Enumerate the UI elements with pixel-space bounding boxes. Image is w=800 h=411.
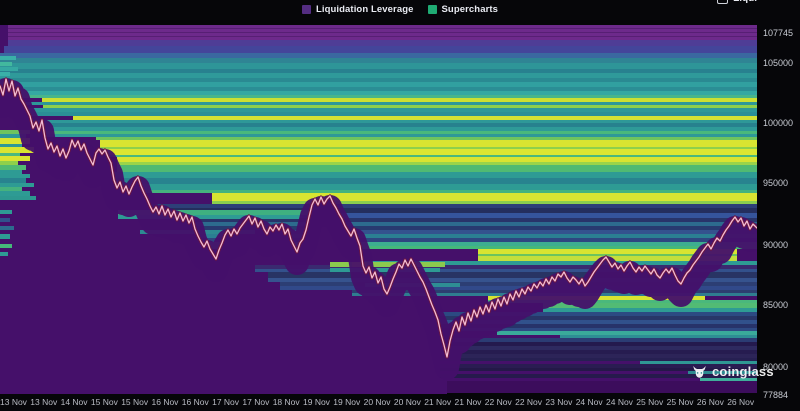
price-tick-label: 85000 bbox=[763, 300, 789, 310]
date-tick-label: 20 Nov bbox=[363, 397, 391, 407]
price-tick-label: 90000 bbox=[763, 240, 789, 250]
liquidation-heatmap-chart[interactable] bbox=[0, 18, 757, 394]
date-tick-label: 25 Nov bbox=[666, 397, 694, 407]
date-tick-label: 20 Nov bbox=[393, 397, 421, 407]
price-axis[interactable]: 107745 105000 100000 95000 90000 85000 80000 77… bbox=[757, 0, 800, 411]
price-tick-label: 100000 bbox=[763, 118, 794, 128]
date-tick-label: 13 Nov bbox=[30, 397, 58, 407]
consumed-region bbox=[0, 79, 447, 394]
date-tick-label: 21 Nov bbox=[424, 397, 452, 407]
date-axis[interactable]: 13 Nov 13 Nov 14 Nov 15 Nov 15 Nov 16 Nov 16 N… bbox=[0, 394, 757, 411]
date-tick-label: 16 Nov bbox=[151, 397, 179, 407]
watermark-label: coinglass bbox=[712, 364, 774, 379]
coinglass-watermark: coinglass bbox=[692, 364, 774, 379]
date-tick-label: 22 Nov bbox=[515, 397, 543, 407]
legend-item-0[interactable]: Liquidation Leverage bbox=[301, 3, 414, 15]
price-line bbox=[0, 77, 757, 380]
checkbox-icon bbox=[717, 0, 729, 4]
legend-swatch-icon bbox=[427, 4, 437, 14]
date-tick-label: 13 Nov bbox=[0, 397, 27, 407]
date-tick-label: 16 Nov bbox=[181, 397, 209, 407]
chart-legend: Liquidation Leverage Supercharts bbox=[0, 0, 800, 18]
price-tick-label: 95000 bbox=[763, 178, 789, 188]
legend-swatch-icon bbox=[301, 4, 311, 14]
date-tick-label: 19 Nov bbox=[303, 397, 330, 407]
price-tick-label: 105000 bbox=[763, 58, 794, 68]
coinglass-bull-icon bbox=[693, 365, 706, 378]
date-tick-label: 15 Nov bbox=[121, 397, 149, 407]
date-tick-label: 18 Nov bbox=[272, 397, 300, 407]
date-tick-label: 15 Nov bbox=[90, 397, 118, 407]
date-tick-label: 17 Nov bbox=[212, 397, 240, 407]
price-tick-label: 77884 bbox=[763, 390, 789, 400]
date-tick-label: 25 Nov bbox=[636, 397, 664, 407]
legend-label: Supercharts bbox=[441, 3, 499, 15]
date-tick-label: 14 Nov bbox=[60, 397, 88, 407]
legend-label: Liquidation Leverage bbox=[315, 3, 414, 15]
date-tick-label: 24 Nov bbox=[575, 397, 603, 407]
price-tick-label: 107745 bbox=[763, 28, 794, 38]
date-tick-label: 19 Nov bbox=[333, 397, 361, 407]
date-tick-label: 22 Nov bbox=[484, 397, 512, 407]
date-tick-label: 21 Nov bbox=[454, 397, 482, 407]
heatmap-svg bbox=[0, 25, 757, 394]
date-tick-label: 24 Nov bbox=[606, 397, 633, 407]
top-bar: Liquidation Leverage Supercharts Liquidat… bbox=[0, 0, 800, 18]
date-tick-label: 26 Nov bbox=[727, 397, 755, 407]
date-tick-label: 17 Nov bbox=[242, 397, 270, 407]
legend-item-1[interactable]: Supercharts bbox=[427, 3, 499, 15]
date-tick-label: 26 Nov bbox=[696, 397, 724, 407]
date-tick-label: 23 Nov bbox=[545, 397, 573, 407]
price-tick-label: 80000 bbox=[763, 362, 789, 372]
